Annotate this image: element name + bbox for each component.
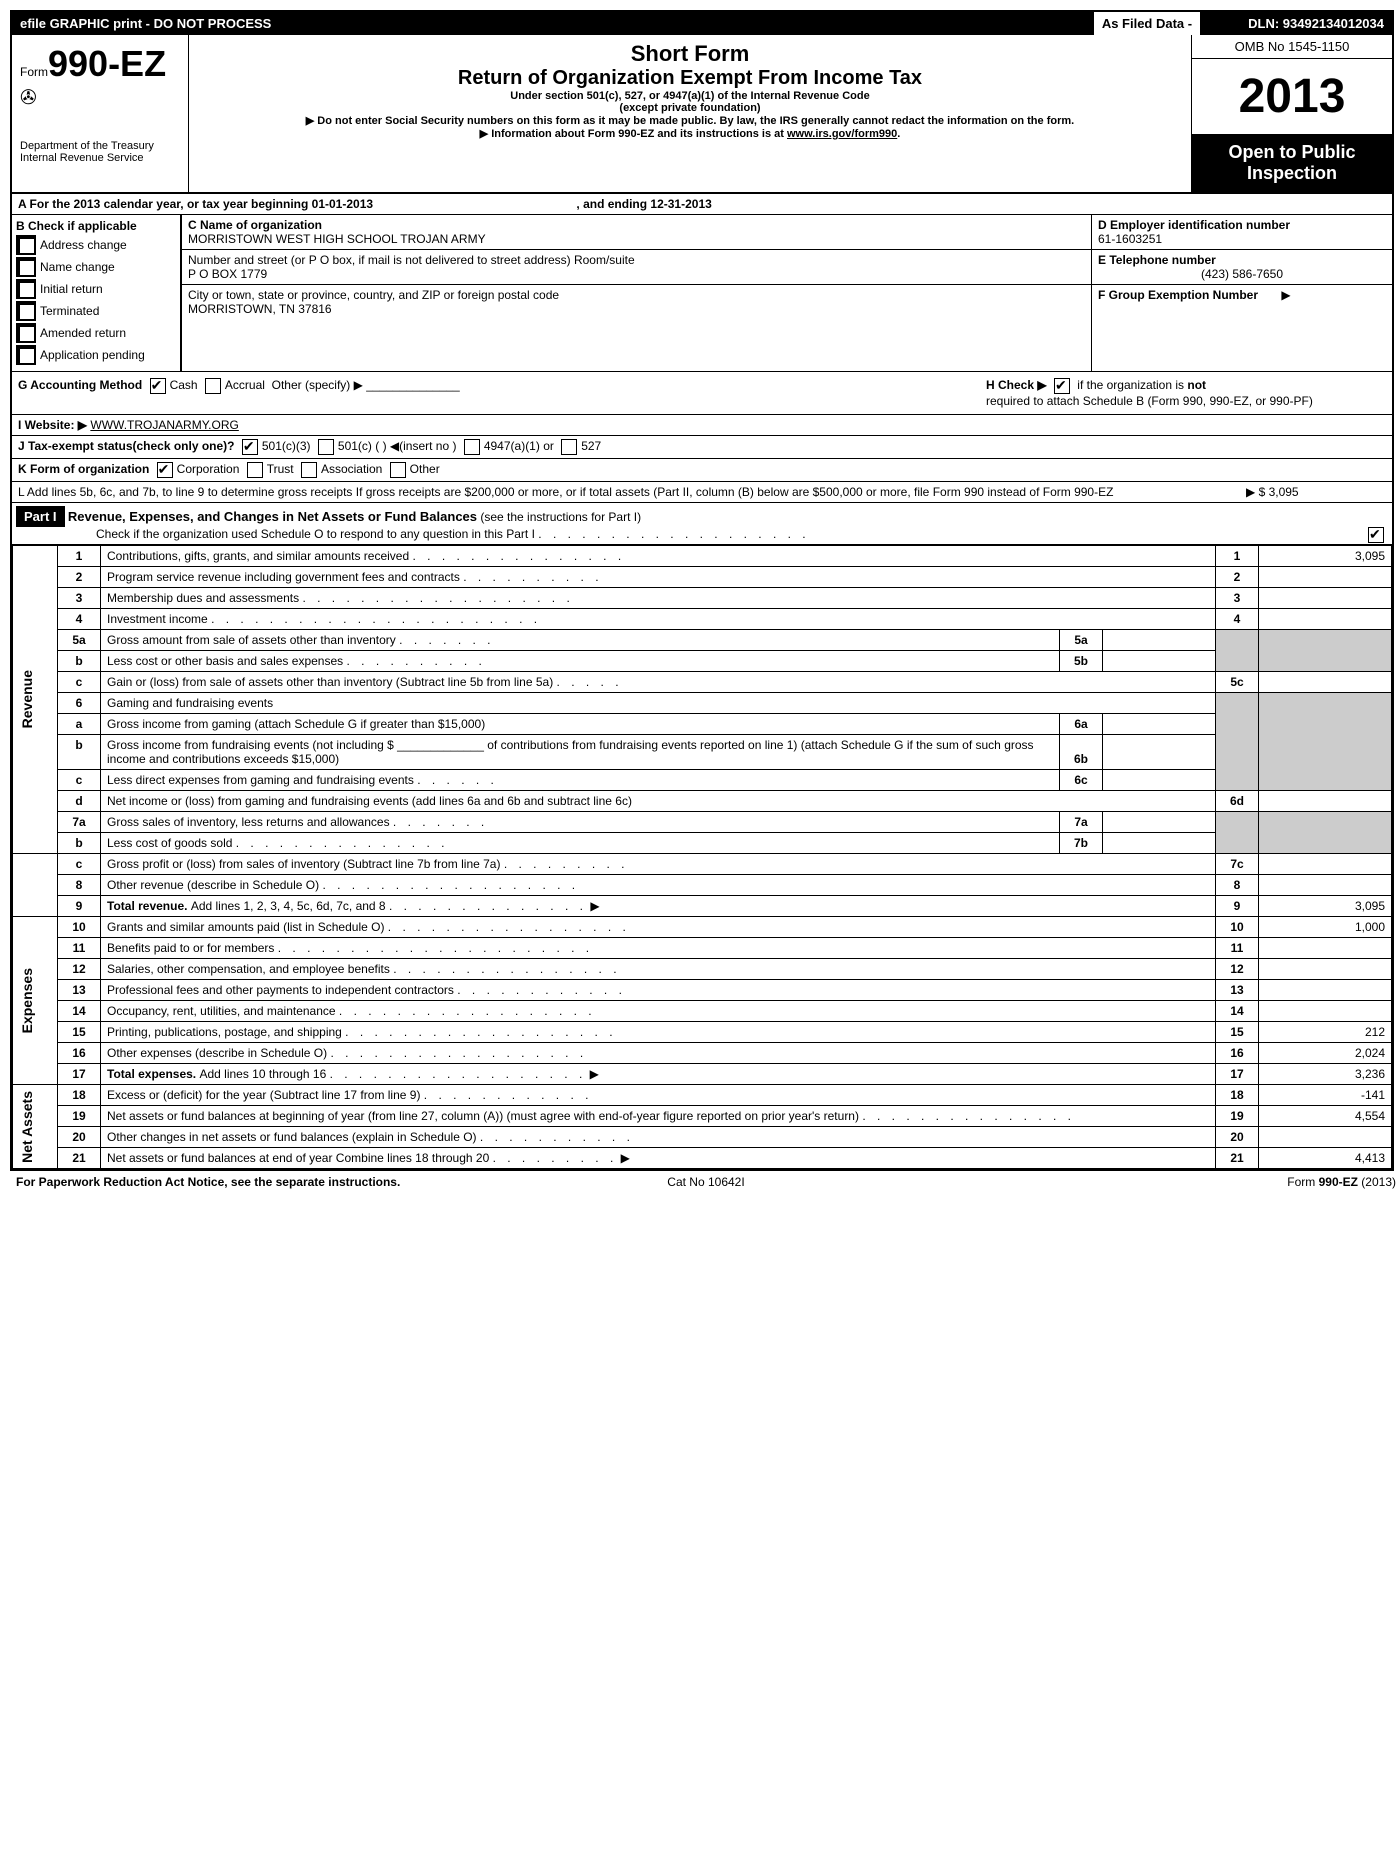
val-16: 2,024	[1259, 1043, 1392, 1064]
form-990ez: efile GRAPHIC print - DO NOT PROCESS As …	[10, 10, 1394, 1171]
checkbox-terminated[interactable]	[16, 301, 36, 321]
checkbox-4947[interactable]	[464, 439, 480, 455]
revenue-side: Revenue	[19, 670, 35, 728]
line-l: L Add lines 5b, 6c, and 7b, to line 9 to…	[12, 482, 1392, 503]
cat-no: Cat No 10642I	[476, 1175, 936, 1189]
open-public-2: Inspection	[1196, 163, 1388, 184]
return-title: Return of Organization Exempt From Incom…	[201, 67, 1179, 90]
expenses-side: Expenses	[19, 968, 35, 1033]
ein: 61-1603251	[1098, 232, 1386, 246]
checkbox-schedule-o[interactable]	[1368, 527, 1384, 543]
val-1: 3,095	[1259, 546, 1392, 567]
checkbox-h[interactable]	[1054, 378, 1070, 394]
paperwork-notice: For Paperwork Reduction Act Notice, see …	[16, 1175, 476, 1189]
dln: DLN: 93492134012034	[1240, 12, 1392, 35]
info-block: B Check if applicable Address change Nam…	[12, 215, 1392, 372]
checkbox-name[interactable]	[16, 257, 36, 277]
checkbox-accrual[interactable]	[205, 378, 221, 394]
form-prefix: Form	[20, 65, 48, 79]
tax-year: 2013	[1192, 59, 1392, 134]
netassets-side: Net Assets	[19, 1091, 35, 1163]
checkbox-corp[interactable]	[157, 462, 173, 478]
checkbox-address[interactable]	[16, 235, 36, 255]
checkbox-trust[interactable]	[247, 462, 263, 478]
val-19: 4,554	[1259, 1106, 1392, 1127]
telephone: (423) 586-7650	[1098, 267, 1386, 281]
checkbox-527[interactable]	[561, 439, 577, 455]
irs-link[interactable]: www.irs.gov/form990	[787, 128, 897, 140]
line-g-label: G Accounting Method	[18, 378, 142, 392]
checkbox-cash[interactable]	[150, 378, 166, 394]
org-name: MORRISTOWN WEST HIGH SCHOOL TROJAN ARMY	[188, 232, 1085, 246]
checkbox-pending[interactable]	[16, 345, 36, 365]
checkbox-initial[interactable]	[16, 279, 36, 299]
part-1-table: Revenue 1Contributions, gifts, grants, a…	[12, 545, 1392, 1169]
short-form-label: Short Form	[201, 41, 1179, 67]
ssn-warning: ▶ Do not enter Social Security numbers o…	[201, 114, 1179, 127]
gross-receipts: ▶ $ 3,095	[1246, 485, 1386, 499]
info-text: ▶ Information about Form 990-EZ and its …	[480, 128, 787, 140]
org-street: P O BOX 1779	[188, 267, 1085, 281]
section-sub: Under section 501(c), 527, or 4947(a)(1)…	[201, 90, 1179, 102]
section-b: B Check if applicable Address change Nam…	[12, 215, 182, 371]
val-10: 1,000	[1259, 917, 1392, 938]
part-1-label: Part I	[16, 506, 65, 527]
irs: Internal Revenue Service	[20, 152, 180, 164]
website-link[interactable]: WWW.TROJANARMY.ORG	[90, 418, 238, 432]
footer: For Paperwork Reduction Act Notice, see …	[10, 1171, 1400, 1193]
efile-notice: efile GRAPHIC print - DO NOT PROCESS	[12, 12, 1094, 35]
val-21: 4,413	[1259, 1148, 1392, 1169]
val-17: 3,236	[1259, 1064, 1392, 1085]
checkbox-501c[interactable]	[318, 439, 334, 455]
as-filed: As Filed Data -	[1094, 12, 1240, 35]
dept-treasury: Department of the Treasury	[20, 140, 180, 152]
val-9: 3,095	[1259, 896, 1392, 917]
line-j: J Tax-exempt status(check only one)? 501…	[12, 436, 1392, 459]
checkbox-other[interactable]	[390, 462, 406, 478]
checkbox-amended[interactable]	[16, 323, 36, 343]
val-18: -141	[1259, 1085, 1392, 1106]
section-c: C Name of organization MORRISTOWN WEST H…	[182, 215, 1092, 371]
form-number: 990-EZ	[48, 43, 166, 84]
section-a: A For the 2013 calendar year, or tax yea…	[12, 194, 1392, 215]
header: Form990-EZ ✇ Department of the Treasury …	[12, 35, 1392, 194]
omb-number: OMB No 1545-1150	[1192, 35, 1392, 59]
line-k: K Form of organization Corporation Trust…	[12, 459, 1392, 482]
except-private: (except private foundation)	[201, 102, 1179, 114]
section-d-e-f: D Employer identification number 61-1603…	[1092, 215, 1392, 371]
org-city: MORRISTOWN, TN 37816	[188, 302, 1085, 316]
checkbox-assoc[interactable]	[301, 462, 317, 478]
open-public-1: Open to Public	[1196, 142, 1388, 163]
checkbox-501c3[interactable]	[242, 439, 258, 455]
line-i: I Website: ▶ WWW.TROJANARMY.ORG	[12, 415, 1392, 436]
top-bar: efile GRAPHIC print - DO NOT PROCESS As …	[12, 12, 1392, 35]
val-15: 212	[1259, 1022, 1392, 1043]
